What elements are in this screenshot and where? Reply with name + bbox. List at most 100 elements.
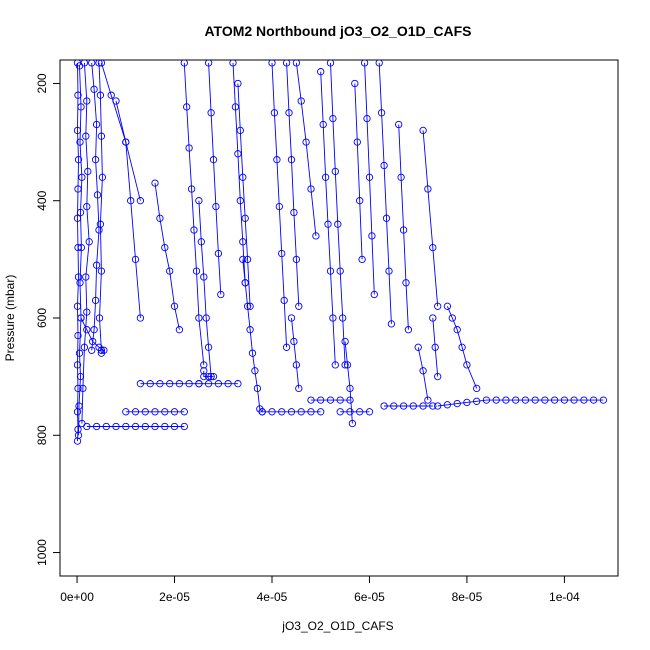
data-point bbox=[287, 314, 296, 322]
data-point bbox=[282, 343, 291, 351]
data-point bbox=[229, 60, 237, 67]
data-point bbox=[253, 384, 262, 393]
data-point bbox=[343, 361, 352, 369]
data-point bbox=[224, 380, 232, 388]
data-point bbox=[185, 144, 193, 152]
data-point bbox=[429, 243, 437, 252]
data-point bbox=[278, 408, 286, 416]
data-point bbox=[82, 273, 90, 281]
x-axis-label: jO3_O2_O1D_CAFS bbox=[281, 619, 393, 633]
data-point bbox=[339, 314, 347, 322]
data-point bbox=[131, 408, 140, 416]
data-point bbox=[74, 91, 82, 99]
data-point bbox=[88, 60, 96, 67]
data-point bbox=[317, 68, 325, 76]
data-point bbox=[280, 296, 288, 305]
series-line bbox=[81, 62, 90, 424]
data-point bbox=[302, 138, 310, 146]
data-point bbox=[156, 214, 164, 222]
series-line bbox=[78, 65, 83, 436]
data-point bbox=[268, 408, 276, 416]
y-tick-label: 800 bbox=[35, 425, 49, 445]
data-point bbox=[79, 384, 87, 393]
data-point bbox=[180, 408, 188, 416]
x-tick-label: 0e+00 bbox=[60, 590, 94, 604]
y-tick-label: 400 bbox=[35, 190, 49, 210]
series-line bbox=[330, 62, 346, 365]
y-tick-label: 600 bbox=[35, 308, 49, 328]
data-point bbox=[282, 60, 291, 67]
y-axis-label: Pressure (mbar) bbox=[3, 275, 17, 362]
series-line bbox=[364, 62, 375, 295]
data-point bbox=[107, 91, 115, 99]
data-point bbox=[192, 267, 201, 275]
data-point bbox=[419, 402, 427, 410]
series-line bbox=[354, 83, 363, 260]
series-line bbox=[91, 62, 100, 351]
data-point bbox=[331, 361, 339, 369]
data-point bbox=[92, 422, 101, 431]
data-point bbox=[97, 267, 106, 275]
data-point bbox=[90, 85, 98, 93]
data-point bbox=[246, 326, 254, 334]
data-point bbox=[458, 343, 466, 351]
data-point bbox=[76, 279, 84, 287]
data-point bbox=[348, 419, 357, 428]
data-point bbox=[200, 367, 208, 375]
series-line bbox=[417, 347, 429, 401]
data-point bbox=[83, 308, 91, 316]
data-point bbox=[295, 302, 303, 310]
series-line bbox=[320, 71, 336, 365]
data-point bbox=[131, 422, 140, 431]
data-point bbox=[122, 408, 130, 416]
data-point bbox=[77, 314, 85, 322]
data-point bbox=[541, 396, 549, 404]
series-line bbox=[115, 100, 141, 319]
data-point bbox=[246, 302, 254, 310]
chart-title: ATOM2 Northbound jO3_O2_O1D_CAFS bbox=[204, 23, 471, 39]
data-point bbox=[599, 396, 608, 404]
data-point bbox=[136, 314, 145, 322]
data-point bbox=[85, 238, 93, 246]
data-point bbox=[292, 361, 301, 369]
data-point bbox=[96, 220, 105, 228]
data-point bbox=[217, 290, 225, 299]
data-point bbox=[448, 314, 456, 322]
data-point bbox=[382, 214, 391, 222]
data-point bbox=[187, 185, 196, 193]
data-point bbox=[324, 220, 332, 228]
data-point bbox=[102, 422, 110, 431]
data-point bbox=[77, 103, 85, 111]
series-line bbox=[295, 62, 317, 236]
data-point bbox=[521, 396, 530, 404]
data-point bbox=[329, 114, 337, 123]
data-point bbox=[453, 326, 461, 334]
series-line bbox=[378, 62, 392, 324]
data-point bbox=[353, 138, 361, 146]
data-point bbox=[239, 173, 247, 181]
data-point bbox=[146, 380, 154, 388]
data-point bbox=[375, 60, 383, 67]
data-point bbox=[166, 267, 174, 275]
data-point bbox=[241, 214, 249, 222]
y-tick-label: 1000 bbox=[35, 539, 49, 566]
data-point bbox=[307, 408, 315, 416]
data-point bbox=[212, 202, 220, 211]
data-point bbox=[356, 197, 364, 205]
data-point bbox=[243, 255, 252, 264]
data-point bbox=[92, 120, 101, 129]
data-point bbox=[292, 60, 301, 67]
data-point bbox=[82, 132, 90, 140]
series-line bbox=[286, 62, 300, 307]
data-point bbox=[492, 396, 500, 404]
data-point bbox=[231, 103, 240, 111]
data-point bbox=[409, 402, 417, 410]
data-point bbox=[180, 60, 188, 67]
data-point bbox=[89, 337, 97, 346]
x-tick-label: 8e-05 bbox=[452, 590, 483, 604]
data-point bbox=[91, 296, 100, 305]
data-point bbox=[170, 302, 179, 310]
data-point bbox=[358, 255, 366, 264]
data-point bbox=[112, 97, 120, 105]
data-point bbox=[434, 402, 442, 410]
